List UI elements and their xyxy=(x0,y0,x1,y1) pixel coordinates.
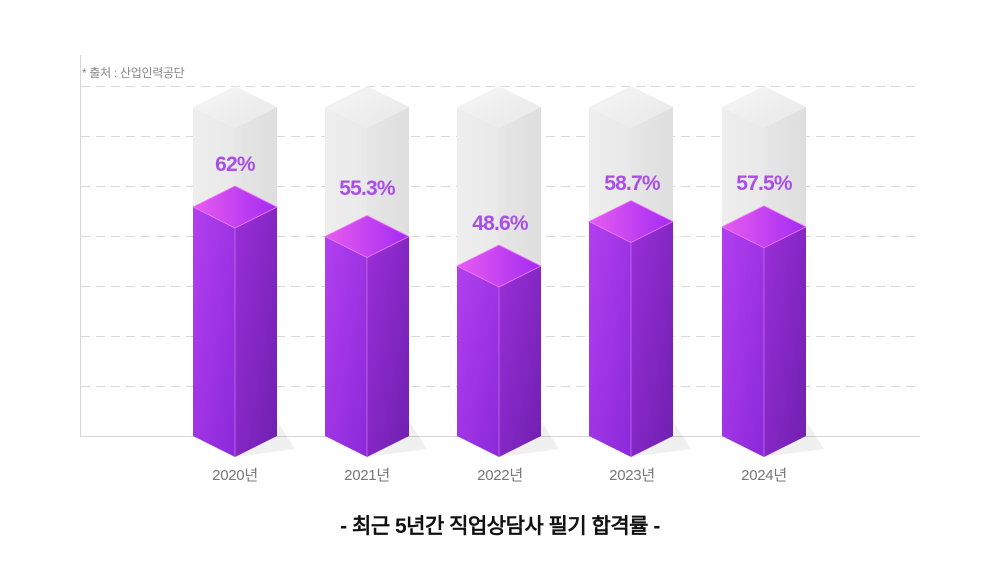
ghost-column-top-2020 xyxy=(193,86,277,128)
value-label-2020: 62% xyxy=(215,153,255,176)
bar-front-2021 xyxy=(325,236,367,457)
bar-front-2022 xyxy=(457,266,499,457)
x-tick-2024: 2024년 xyxy=(741,467,787,484)
value-label-2022: 48.6% xyxy=(472,212,528,235)
ghost-column-top-2023 xyxy=(589,86,673,128)
x-tick-2020: 2020년 xyxy=(212,467,258,484)
bar-side-2021 xyxy=(367,236,409,457)
bar-side-2024 xyxy=(764,226,806,457)
x-tick-2023: 2023년 xyxy=(609,467,655,484)
value-label-2024: 57.5% xyxy=(736,172,792,195)
x-tick-2021: 2021년 xyxy=(344,467,390,484)
value-label-2023: 58.7% xyxy=(604,172,660,195)
ghost-column-top-2021 xyxy=(325,86,409,128)
chart-title: - 최근 5년간 직업상담사 필기 합격률 - xyxy=(340,515,660,538)
bar-side-2020 xyxy=(235,207,277,457)
bar-front-2024 xyxy=(722,226,764,457)
bar-side-2023 xyxy=(631,221,673,457)
bar-front-2023 xyxy=(589,221,631,457)
source-note: * 출처 : 산업인력공단 xyxy=(82,66,185,80)
ghost-column-top-2022 xyxy=(457,86,541,128)
bar-side-2022 xyxy=(499,266,541,457)
ghost-column-top-2024 xyxy=(722,86,806,128)
x-tick-2022: 2022년 xyxy=(477,467,523,484)
bar-front-2020 xyxy=(193,207,235,457)
value-label-2021: 55.3% xyxy=(339,177,395,200)
